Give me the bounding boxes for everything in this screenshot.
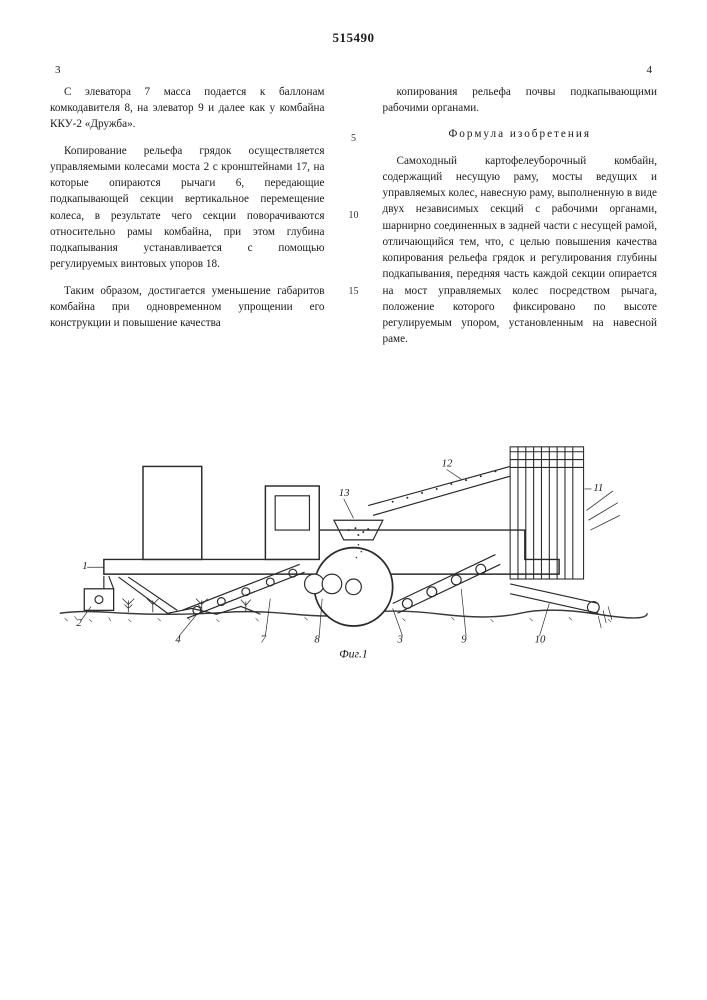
left-p1: С элеватора 7 масса подается к баллонам … bbox=[50, 84, 325, 133]
page-number-row: 3 4 bbox=[50, 64, 657, 76]
right-column: копирования рельефа почвы подкапывающими… bbox=[383, 84, 658, 358]
formula-title: Формула изобретения bbox=[383, 126, 658, 142]
line-marker-10: 10 bbox=[345, 209, 363, 224]
conveyor-12 bbox=[368, 466, 510, 515]
line-marker-15: 15 bbox=[345, 285, 363, 300]
ref-12: 12 bbox=[442, 457, 453, 469]
right-p1-continuation: копирования рельефа почвы подкапывающими… bbox=[383, 84, 658, 116]
line-marker-5: 5 bbox=[345, 132, 363, 147]
left-column: С элеватора 7 масса подается к баллонам … bbox=[50, 84, 325, 358]
cab-right bbox=[265, 486, 319, 559]
right-p2: Самоходный картофелеуборочный комбайн, с… bbox=[383, 153, 658, 348]
digging-linkage bbox=[119, 577, 261, 614]
front-wheel-assembly bbox=[84, 576, 113, 610]
ref-11: 11 bbox=[593, 481, 603, 493]
figure-svg: 1 2 4 7 8 3 9 10 11 12 13 bbox=[50, 393, 657, 667]
ref-10: 10 bbox=[535, 633, 546, 645]
patent-number: 515490 bbox=[50, 30, 657, 46]
ref-2: 2 bbox=[76, 617, 82, 629]
page-number-left: 3 bbox=[55, 64, 61, 76]
ref-13: 13 bbox=[339, 486, 350, 498]
left-p2: Копирование рельефа грядок осуществляетс… bbox=[50, 143, 325, 273]
figure-caption: Фиг.1 bbox=[339, 647, 368, 660]
elevator-7 bbox=[182, 564, 304, 618]
text-columns: С элеватора 7 масса подается к баллонам … bbox=[50, 84, 657, 358]
ref-4: 4 bbox=[175, 633, 181, 645]
patent-page: 515490 3 4 С элеватора 7 масса подается … bbox=[0, 0, 707, 687]
elevator-9 bbox=[393, 554, 501, 613]
line-numbers-gutter: 5 10 15 bbox=[345, 84, 363, 358]
figure-1: 1 2 4 7 8 3 9 10 11 12 13 bbox=[50, 393, 657, 667]
left-p3: Таким образом, достигается уменьшение га… bbox=[50, 283, 325, 332]
ref-1: 1 bbox=[82, 560, 87, 572]
cab-left bbox=[143, 466, 202, 559]
page-number-right: 4 bbox=[647, 64, 653, 76]
